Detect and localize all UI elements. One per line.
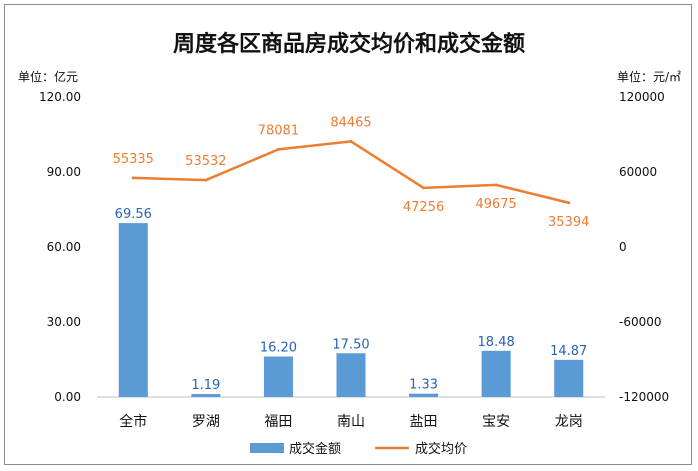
legend-swatch-bar [250, 443, 284, 453]
chart-svg: 周度各区商品房成交均价和成交金额 单位：亿元 单位：元/㎡ 0.00 30.00 6… [18, 31, 681, 457]
bar-value-label: 17.50 [332, 337, 369, 352]
chart-title: 周度各区商品房成交均价和成交金额 [173, 31, 525, 57]
category-label: 全市 [119, 413, 147, 430]
line-value-label: 53532 [185, 154, 226, 169]
bar [263, 356, 293, 397]
bar [191, 394, 221, 397]
bar-value-label: 14.87 [550, 344, 587, 359]
category-label: 南山 [337, 414, 365, 430]
legend-label-line: 成交均价 [415, 441, 467, 457]
line-point [349, 139, 353, 143]
line-point [494, 183, 498, 187]
category-label: 宝安 [482, 414, 510, 430]
bar-value-label: 1.19 [191, 378, 220, 393]
left-tick-label: 90.00 [47, 165, 81, 179]
chart-frame: 周度各区商品房成交均价和成交金额 单位：亿元 单位：元/㎡ 0.00 30.00 6… [4, 4, 692, 465]
line-value-label: 55335 [113, 152, 154, 167]
line-value-label: 78081 [258, 123, 299, 138]
line-value-label: 35394 [548, 215, 589, 230]
category-label: 福田 [264, 414, 292, 430]
bar-value-label: 16.20 [260, 341, 297, 356]
bar-value-label: 18.48 [478, 335, 515, 350]
line-point [422, 186, 426, 190]
left-tick-label: 0.00 [54, 390, 81, 404]
bar-series: 69.56 1.19 16.20 17.50 1.33 18.48 14.87 [115, 207, 587, 397]
bar-value-label: 1.33 [409, 378, 438, 393]
line-series: 55335 53532 78081 84465 47256 49675 35394 [113, 115, 590, 229]
right-tick-label: 0 [619, 240, 627, 254]
line-path [133, 140, 570, 204]
legend-label-bar: 成交金额 [289, 441, 341, 457]
category-label: 盐田 [410, 414, 438, 430]
right-tick-label: 60000 [619, 165, 657, 179]
bar [409, 393, 439, 397]
bar [481, 350, 511, 397]
category-label: 罗湖 [192, 414, 220, 430]
bar-value-label: 69.56 [115, 207, 152, 222]
left-axis-unit: 单位：亿元 [18, 69, 78, 84]
category-label: 龙岗 [555, 414, 583, 430]
right-tick-label: -120000 [619, 390, 669, 404]
line-point [131, 176, 135, 180]
right-tick-label: -60000 [619, 315, 662, 329]
bar [118, 223, 148, 397]
left-tick-label: 60.00 [47, 240, 81, 254]
bar [336, 353, 366, 397]
bar [554, 359, 584, 397]
legend: 成交金额 成交均价 [250, 441, 467, 457]
line-value-label: 49675 [475, 197, 516, 212]
line-point [567, 201, 571, 205]
left-tick-label: 120.00 [39, 90, 81, 104]
line-value-label: 84465 [330, 115, 371, 130]
right-tick-label: 120000 [619, 90, 665, 104]
right-axis-unit: 单位：元/㎡ [617, 69, 681, 84]
axes: 0.00 30.00 60.00 90.00 120.00 -120000 -60000 0 6… [39, 90, 669, 430]
line-point [204, 178, 208, 182]
line-point [276, 147, 280, 151]
left-tick-label: 30.00 [47, 315, 81, 329]
line-value-label: 47256 [403, 200, 444, 215]
